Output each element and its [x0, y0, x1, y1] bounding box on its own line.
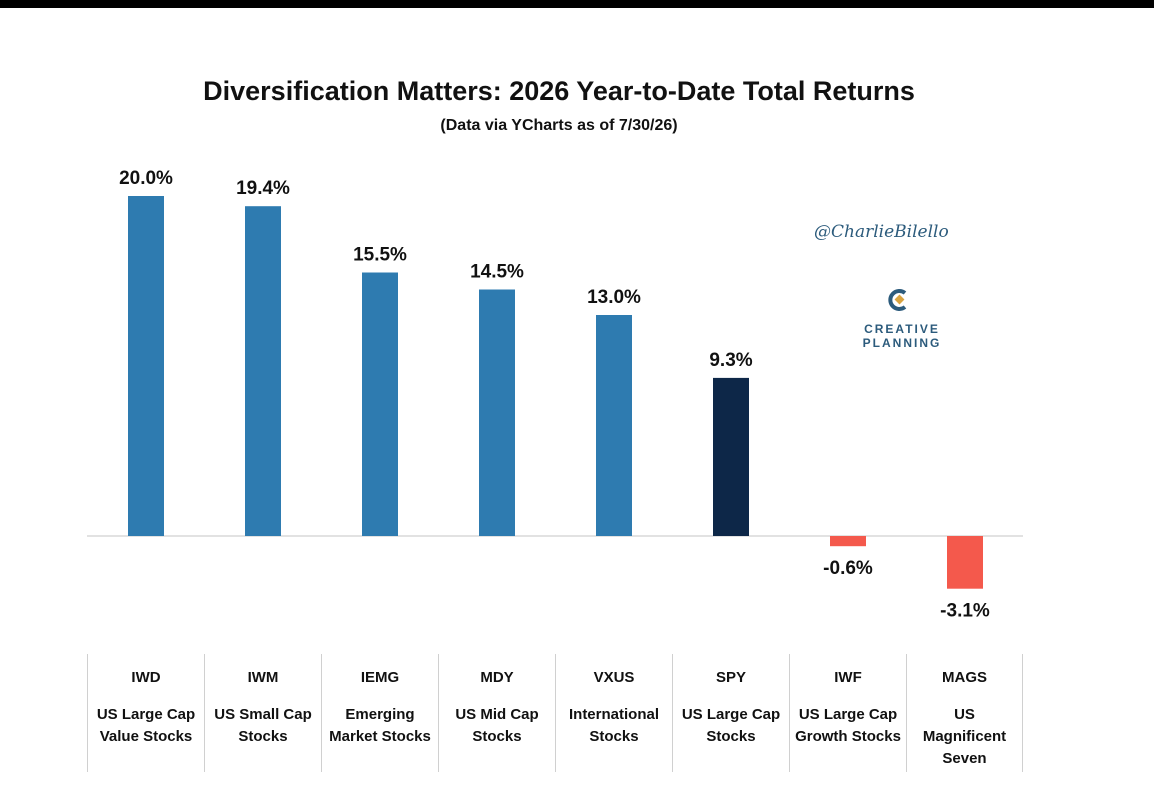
bar-mdy [479, 289, 515, 536]
value-label-spy: 9.3% [709, 350, 752, 371]
value-label-iemg: 15.5% [353, 245, 407, 266]
bar-iwm [245, 206, 281, 536]
category-column: IEMG Emerging Market Stocks [321, 654, 438, 772]
value-label-iwm: 19.4% [236, 178, 290, 199]
category-column: SPY US Large Cap Stocks [672, 654, 789, 772]
tick-label-ticker: IWM [247, 669, 279, 686]
tick-label-ticker: MAGS [942, 669, 987, 686]
value-label-vxus: 13.0% [587, 287, 641, 308]
author-handle: @CharlieBilello [814, 222, 949, 242]
bar-mags [947, 536, 983, 589]
tick-label-ticker: SPY [715, 669, 746, 686]
category-column: IWM US Small Cap Stocks [204, 654, 321, 772]
bar-iwd [128, 196, 164, 536]
category-column: IWF US Large Cap Growth Stocks [789, 654, 906, 772]
tick-label-ticker: IEMG [360, 669, 400, 686]
top-border [0, 0, 1154, 8]
tick-label-description: US Small Cap Stocks [214, 706, 312, 745]
tick-label-description: US Mid Cap Stocks [455, 706, 539, 745]
logo-line-2: PLANNING [862, 336, 942, 350]
tick-label-description: International Stocks [568, 706, 659, 745]
category-column: VXUS International Stocks [555, 654, 672, 772]
value-label-iwf: -0.6% [823, 558, 873, 579]
chart-title: Diversification Matters: 2026 Year-to-Da… [203, 76, 915, 106]
chart-subtitle: (Data via YCharts as of 7/30/26) [440, 117, 678, 134]
value-label-mags: -3.1% [940, 601, 990, 622]
tick-label-ticker: IWD [131, 669, 161, 686]
bar-chart: 20.0% 19.4% 15.5% 14.5% 13.0% 9.3% -0.6% -3.1% [87, 168, 1023, 622]
value-label-iwd: 20.0% [119, 168, 173, 189]
bar-iwf [830, 536, 866, 547]
bar-iemg [362, 272, 398, 536]
tick-label-description: Emerging Market Stocks [329, 706, 431, 745]
category-column: IWD US Large Cap Value Stocks [87, 654, 204, 772]
category-table: IWD US Large Cap Value Stocks IWM US Small … [87, 654, 1023, 772]
tick-label-ticker: VXUS [593, 669, 635, 686]
bar-vxus [596, 315, 632, 536]
bar-spy [713, 377, 749, 536]
tick-label-description: US Magnificent Seven [922, 706, 1007, 767]
value-label-mdy: 14.5% [470, 262, 524, 283]
category-column: MDY US Mid Cap Stocks [438, 654, 555, 772]
logo-line-1: CREATIVE [864, 322, 940, 336]
tick-label-description: US Large Cap Value Stocks [96, 706, 196, 745]
category-column: MAGS US Magnificent Seven [906, 654, 1023, 772]
creative-planning-logo-icon [888, 289, 907, 311]
tick-label-ticker: IWF [834, 669, 862, 686]
tick-label-description: US Large Cap Growth Stocks [795, 706, 901, 745]
tick-label-ticker: MDY [480, 669, 514, 686]
tick-label-description: US Large Cap Stocks [681, 706, 781, 745]
creative-planning-logo-text: CREATIVE PLANNING [852, 322, 952, 350]
